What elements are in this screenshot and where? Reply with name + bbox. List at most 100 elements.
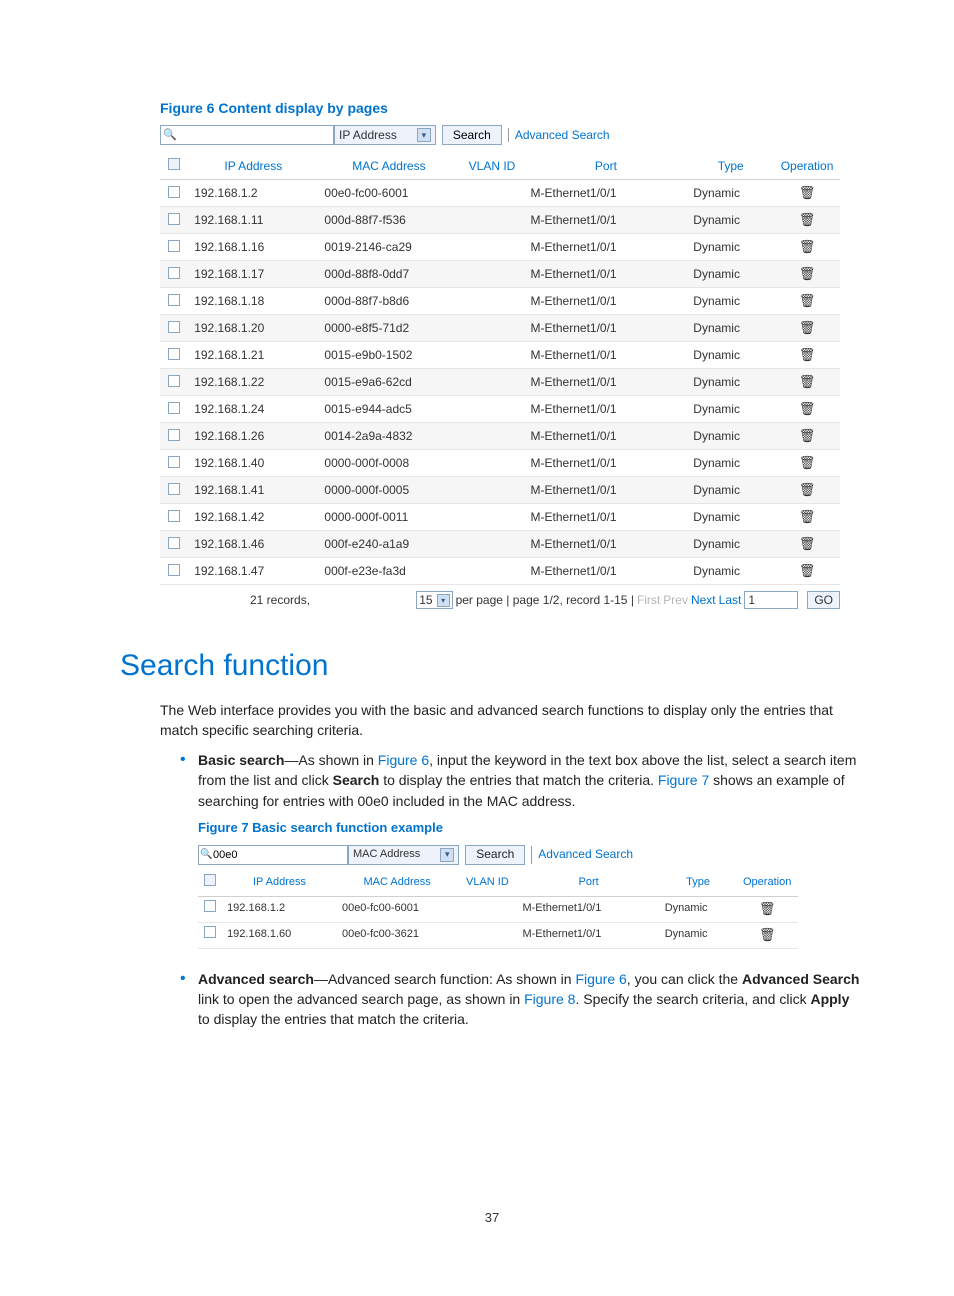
select-all-checkbox[interactable] [168, 158, 180, 170]
trash-icon[interactable]: 🗑 [799, 185, 816, 200]
advanced-search-link[interactable]: Advanced Search [531, 846, 633, 863]
cell-ip: 192.168.1.21 [188, 342, 318, 369]
cell-port: M-Ethernet1/0/1 [525, 288, 688, 315]
pager-prev: Prev [663, 593, 688, 607]
table-header-row: IP Address MAC Address VLAN ID Port Type… [160, 152, 840, 180]
col-mac[interactable]: MAC Address [318, 152, 459, 180]
table-row: 192.168.1.11000d-88f7-f536M-Ethernet1/0/… [160, 207, 840, 234]
cell-ip: 192.168.1.24 [188, 396, 318, 423]
row-checkbox[interactable] [168, 240, 180, 252]
trash-icon[interactable]: 🗑 [799, 536, 816, 551]
cell-ip: 192.168.1.2 [188, 180, 318, 207]
cell-type: Dynamic [687, 477, 774, 504]
cell-type: Dynamic [687, 261, 774, 288]
row-checkbox[interactable] [168, 456, 180, 468]
row-checkbox[interactable] [168, 186, 180, 198]
figure6-table: IP Address MAC Address VLAN ID Port Type… [160, 152, 840, 585]
trash-icon[interactable]: 🗑 [799, 374, 816, 389]
col-type[interactable]: Type [660, 870, 737, 896]
cell-vlan [459, 558, 524, 585]
cell-type: Dynamic [687, 234, 774, 261]
trash-icon[interactable]: 🗑 [799, 482, 816, 497]
go-button[interactable]: GO [807, 591, 840, 609]
trash-icon[interactable]: 🗑 [799, 509, 816, 524]
search-input[interactable] [198, 845, 348, 865]
trash-icon[interactable]: 🗑 [799, 266, 816, 281]
search-input[interactable] [160, 125, 334, 145]
trash-icon[interactable]: 🗑 [759, 901, 776, 916]
table-row: 192.168.1.220015-e9a6-62cdM-Ethernet1/0/… [160, 369, 840, 396]
cell-mac: 00e0-fc00-6001 [318, 180, 459, 207]
cell-port: M-Ethernet1/0/1 [525, 261, 688, 288]
cell-type: Dynamic [687, 423, 774, 450]
row-checkbox[interactable] [168, 429, 180, 441]
col-mac[interactable]: MAC Address [337, 870, 457, 896]
search-field-select[interactable]: IP Address ▾ [334, 125, 436, 145]
row-checkbox[interactable] [168, 510, 180, 522]
row-checkbox[interactable] [168, 402, 180, 414]
trash-icon[interactable]: 🗑 [799, 401, 816, 416]
search-button[interactable]: Search [465, 845, 525, 865]
col-port[interactable]: Port [517, 870, 659, 896]
row-checkbox[interactable] [168, 321, 180, 333]
select-all-checkbox[interactable] [204, 874, 216, 886]
row-checkbox[interactable] [204, 926, 216, 938]
row-checkbox[interactable] [204, 900, 216, 912]
t: , you can click the [627, 971, 742, 987]
cell-mac: 000d-88f7-f536 [318, 207, 459, 234]
page-input[interactable]: 1 [744, 591, 798, 609]
cell-vlan [459, 450, 524, 477]
row-checkbox[interactable] [168, 564, 180, 576]
cell-ip: 192.168.1.20 [188, 315, 318, 342]
search-field-select[interactable]: MAC Address ▾ [348, 845, 459, 865]
trash-icon[interactable]: 🗑 [799, 347, 816, 362]
link-figure6[interactable]: Figure 6 [378, 752, 429, 768]
cell-vlan [459, 423, 524, 450]
cell-vlan [459, 234, 524, 261]
col-ip[interactable]: IP Address [222, 870, 337, 896]
figure6-pagination: 21 records, 15 ▾ per page | page 1/2, re… [160, 591, 840, 613]
link-figure8[interactable]: Figure 8 [524, 991, 575, 1007]
table-header-row: IP Address MAC Address VLAN ID Port Type… [198, 870, 798, 896]
table-row: 192.168.1.200e0-fc00-6001M-Ethernet1/0/1… [160, 180, 840, 207]
row-checkbox[interactable] [168, 294, 180, 306]
cell-type: Dynamic [687, 369, 774, 396]
trash-icon[interactable]: 🗑 [799, 293, 816, 308]
row-checkbox[interactable] [168, 483, 180, 495]
link-figure7[interactable]: Figure 7 [658, 772, 709, 788]
pager-last[interactable]: Last [719, 593, 742, 607]
advanced-search-link[interactable]: Advanced Search [508, 128, 610, 142]
cell-vlan [459, 261, 524, 288]
col-op: Operation [774, 152, 840, 180]
cell-ip: 192.168.1.2 [222, 896, 337, 922]
col-type[interactable]: Type [687, 152, 774, 180]
per-page-select[interactable]: 15 ▾ [416, 591, 452, 609]
trash-icon[interactable]: 🗑 [799, 212, 816, 227]
table-row: 192.168.1.210015-e9b0-1502M-Ethernet1/0/… [160, 342, 840, 369]
trash-icon[interactable]: 🗑 [799, 428, 816, 443]
col-ip[interactable]: IP Address [188, 152, 318, 180]
trash-icon[interactable]: 🗑 [759, 927, 776, 942]
row-checkbox[interactable] [168, 375, 180, 387]
row-checkbox[interactable] [168, 348, 180, 360]
chevron-down-icon: ▾ [417, 128, 431, 142]
trash-icon[interactable]: 🗑 [799, 239, 816, 254]
cell-port: M-Ethernet1/0/1 [525, 342, 688, 369]
cell-mac: 000f-e23e-fa3d [318, 558, 459, 585]
link-figure6[interactable]: Figure 6 [575, 971, 626, 987]
col-vlan[interactable]: VLAN ID [459, 152, 524, 180]
row-checkbox[interactable] [168, 267, 180, 279]
t: . Specify the search criteria, and click [575, 991, 810, 1007]
col-port[interactable]: Port [525, 152, 688, 180]
search-button[interactable]: Search [442, 125, 502, 145]
row-checkbox[interactable] [168, 213, 180, 225]
col-vlan[interactable]: VLAN ID [457, 870, 517, 896]
trash-icon[interactable]: 🗑 [799, 320, 816, 335]
trash-icon[interactable]: 🗑 [799, 455, 816, 470]
cell-port: M-Ethernet1/0/1 [525, 558, 688, 585]
cell-ip: 192.168.1.46 [188, 531, 318, 558]
trash-icon[interactable]: 🗑 [799, 563, 816, 578]
pager-next[interactable]: Next [691, 593, 716, 607]
cell-type: Dynamic [687, 288, 774, 315]
row-checkbox[interactable] [168, 537, 180, 549]
